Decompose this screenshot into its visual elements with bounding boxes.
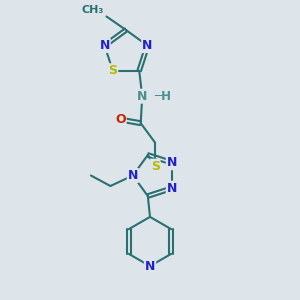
Text: N: N [128, 169, 138, 182]
Text: S: S [151, 160, 160, 172]
Text: N: N [142, 39, 153, 52]
Text: O: O [115, 113, 126, 126]
Text: CH₃: CH₃ [81, 5, 104, 15]
Text: S: S [108, 64, 117, 77]
Text: N: N [137, 90, 147, 103]
Text: N: N [167, 182, 177, 195]
Text: N: N [99, 39, 110, 52]
Text: N: N [167, 156, 177, 169]
Text: ─H: ─H [154, 90, 171, 103]
Text: N: N [145, 260, 155, 273]
